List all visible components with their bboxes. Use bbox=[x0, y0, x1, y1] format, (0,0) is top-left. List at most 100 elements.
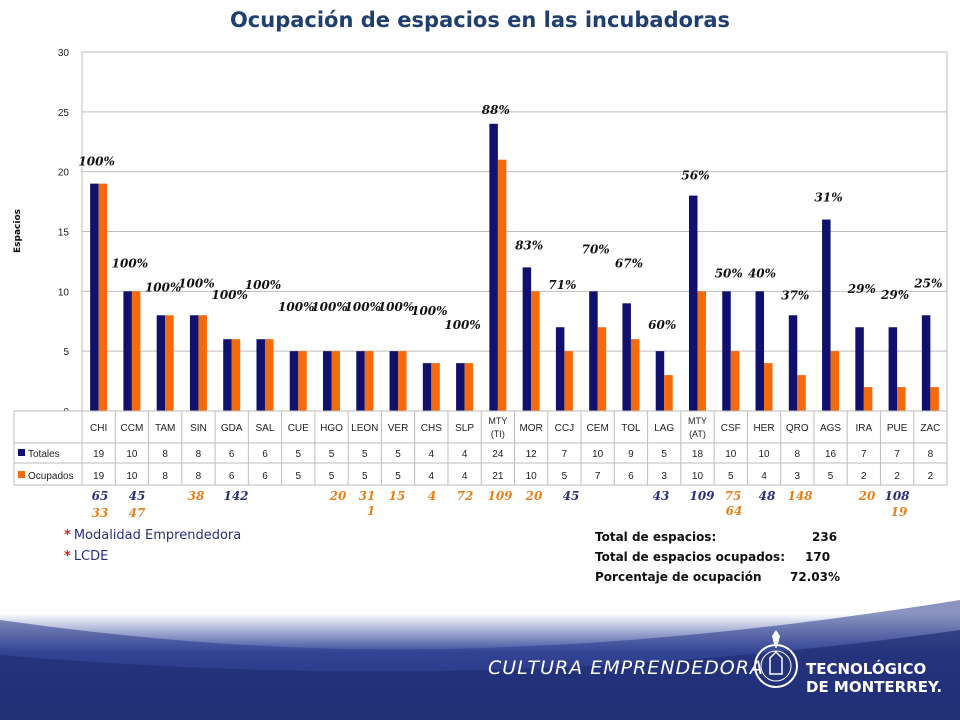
x-category-label: CEM bbox=[587, 423, 609, 434]
table-cell: 10 bbox=[126, 449, 138, 460]
table-cell: 6 bbox=[262, 449, 268, 460]
x-category-label: (TI) bbox=[491, 429, 505, 439]
x-category-label: TAM bbox=[155, 423, 175, 434]
percent-label: 25% bbox=[913, 276, 942, 290]
bar-ocupados bbox=[531, 291, 540, 411]
bar-ocupados bbox=[930, 387, 939, 411]
footer-wave bbox=[0, 600, 960, 720]
percent-label: 100% bbox=[411, 304, 447, 318]
table-cell: 3 bbox=[661, 471, 667, 482]
bar-totales bbox=[123, 291, 132, 411]
table-cell: 10 bbox=[725, 449, 737, 460]
note-count-modalidad: 31 bbox=[359, 489, 376, 503]
bar-ocupados bbox=[897, 387, 906, 411]
bar-ocupados bbox=[131, 291, 141, 411]
bar-chart: 051015202530Espacios 100%100%100%100%100… bbox=[13, 48, 948, 520]
bars bbox=[90, 123, 939, 412]
table-cell: 8 bbox=[196, 471, 202, 482]
percent-label: 70% bbox=[582, 242, 610, 256]
x-category-label: MOR bbox=[519, 423, 542, 434]
table-cell: 10 bbox=[758, 449, 770, 460]
bar-ocupados bbox=[364, 351, 374, 411]
table-cell: 2 bbox=[894, 471, 900, 482]
y-tick-label: 20 bbox=[58, 168, 70, 179]
table-cell: 6 bbox=[628, 471, 634, 482]
table-cell: 5 bbox=[362, 471, 368, 482]
bar-ocupados bbox=[597, 327, 607, 411]
totals-value: 236 bbox=[812, 530, 838, 544]
note-count-lcde: 33 bbox=[92, 506, 109, 520]
bar-totales bbox=[855, 327, 864, 411]
x-category-label: (AT) bbox=[689, 429, 706, 439]
table-cell: 3 bbox=[795, 471, 801, 482]
table-cell: 4 bbox=[429, 471, 435, 482]
bar-ocupados bbox=[730, 351, 740, 411]
table-cell: 7 bbox=[562, 449, 568, 460]
seal-icon bbox=[754, 630, 798, 688]
bar-totales bbox=[622, 303, 631, 411]
bar-totales bbox=[223, 339, 232, 411]
note-count-modalidad: 20 bbox=[858, 489, 876, 503]
x-category-label: QRO bbox=[786, 423, 809, 434]
table-frame bbox=[13, 410, 948, 486]
y-axis-label: Espacios bbox=[13, 209, 23, 253]
bar-ocupados bbox=[165, 315, 174, 411]
table-cell: 16 bbox=[825, 449, 837, 460]
note-count-modalidad: 45 bbox=[563, 489, 580, 503]
note-count-modalidad: 109 bbox=[487, 489, 513, 503]
bar-totales bbox=[722, 291, 731, 411]
note-count-modalidad: 108 bbox=[884, 489, 910, 503]
bar-totales bbox=[921, 315, 931, 411]
bar-ocupados bbox=[564, 351, 573, 411]
count-notes: 65 45 38 142 20 31 15 4 72 109 20 45 43 109 75 48 148 20 1… bbox=[92, 489, 911, 520]
note-modalidad: * Modalidad Emprendedora bbox=[64, 528, 241, 543]
table-cell: 5 bbox=[362, 449, 368, 460]
legend-key-ocupados bbox=[18, 471, 25, 478]
bar-totales bbox=[289, 351, 299, 411]
table-cell: 6 bbox=[229, 449, 235, 460]
bar-totales bbox=[522, 267, 532, 411]
x-category-label: PUE bbox=[887, 423, 908, 434]
percent-label: 100% bbox=[311, 300, 347, 314]
note-count-modalidad: 142 bbox=[223, 489, 248, 503]
percent-label: 60% bbox=[648, 318, 676, 332]
table-cell: 5 bbox=[562, 471, 568, 482]
percent-label: 100% bbox=[444, 318, 480, 332]
table-cell: 4 bbox=[429, 449, 435, 460]
note-count-modalidad: 109 bbox=[689, 489, 715, 503]
totals-row: Total de espacios ocupados: 170 bbox=[595, 547, 855, 567]
bar-totales bbox=[755, 291, 765, 411]
table-cell: 4 bbox=[462, 449, 468, 460]
table-cell: 5 bbox=[395, 471, 401, 482]
bar-ocupados bbox=[431, 363, 440, 411]
table-cell: 2 bbox=[928, 471, 934, 482]
table-cell: 5 bbox=[661, 449, 667, 460]
note-star: * bbox=[64, 528, 71, 543]
note-count-modalidad: 75 bbox=[725, 489, 742, 503]
table-cell: 4 bbox=[761, 471, 767, 482]
totals-label: Total de espacios: bbox=[595, 530, 717, 544]
percent-label: 56% bbox=[681, 169, 709, 183]
note-text: LCDE bbox=[73, 549, 109, 564]
table-cell: 5 bbox=[295, 449, 301, 460]
table-cell: 6 bbox=[229, 471, 235, 482]
y-tick-label: 5 bbox=[63, 347, 69, 358]
totals-value: 170 bbox=[805, 550, 831, 564]
x-category-label: GDA bbox=[221, 423, 243, 434]
percent-label: 100% bbox=[178, 276, 214, 290]
y-tick-label: 15 bbox=[58, 228, 70, 239]
note-count-modalidad: 72 bbox=[457, 489, 474, 503]
totals-row: Porcentaje de ocupación 72.03% bbox=[595, 567, 855, 587]
bar-ocupados bbox=[98, 183, 108, 411]
percent-label: 29% bbox=[847, 282, 876, 296]
table-cell: 10 bbox=[692, 471, 704, 482]
bar-ocupados bbox=[797, 375, 806, 411]
table-cell: 8 bbox=[162, 471, 168, 482]
bar-ocupados bbox=[231, 339, 241, 411]
note-text: Modalidad Emprendedora bbox=[73, 528, 242, 543]
bar-ocupados bbox=[464, 363, 474, 411]
totals-label: Total de espacios ocupados: bbox=[595, 550, 785, 564]
bar-totales bbox=[555, 327, 565, 411]
table-cell: 7 bbox=[861, 449, 867, 460]
percent-label: 100% bbox=[378, 300, 414, 314]
